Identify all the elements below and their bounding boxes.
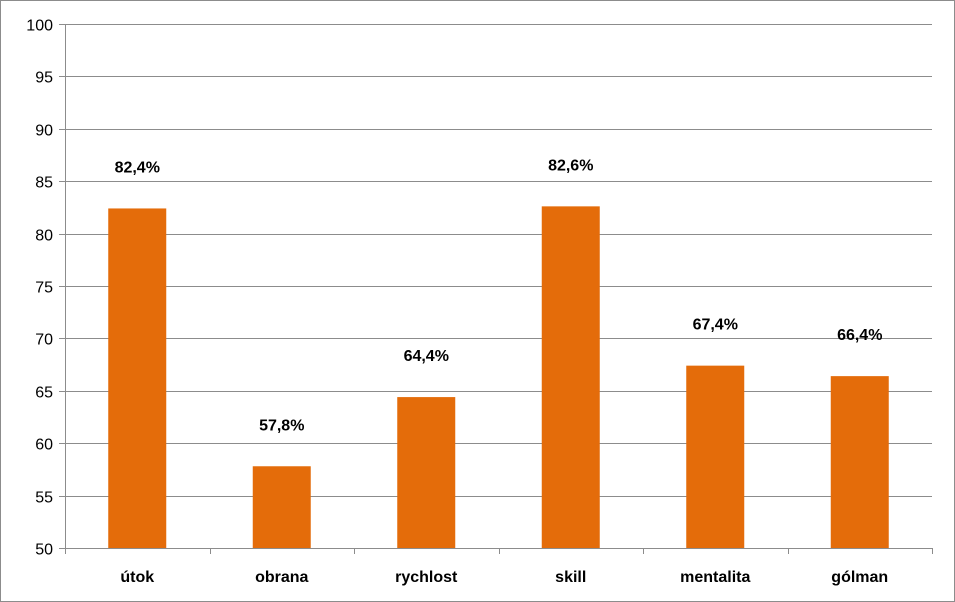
x-tick-label: skill bbox=[555, 569, 586, 586]
data-label: 66,4% bbox=[837, 327, 882, 344]
y-tick-label: 50 bbox=[35, 542, 53, 559]
y-tick-label: 60 bbox=[35, 437, 53, 454]
x-tick-label: mentalita bbox=[680, 569, 750, 586]
x-tick-label: gólman bbox=[831, 569, 888, 586]
y-tick-label: 70 bbox=[35, 332, 53, 349]
data-label: 64,4% bbox=[404, 348, 449, 365]
bar bbox=[830, 376, 889, 548]
bar bbox=[108, 208, 167, 548]
x-tick-label: útok bbox=[120, 569, 154, 586]
data-label: 57,8% bbox=[259, 417, 304, 434]
y-tick-label: 95 bbox=[35, 70, 53, 87]
bar bbox=[397, 397, 456, 548]
x-tick-label: obrana bbox=[255, 569, 308, 586]
bar bbox=[252, 466, 311, 548]
y-tick-label: 90 bbox=[35, 123, 53, 140]
data-label: 82,4% bbox=[115, 159, 160, 176]
y-tick-label: 55 bbox=[35, 490, 53, 507]
bar bbox=[686, 365, 745, 548]
y-tick-label: 75 bbox=[35, 280, 53, 297]
y-tick-label: 100 bbox=[26, 18, 53, 35]
y-tick-label: 65 bbox=[35, 385, 53, 402]
y-tick-label: 80 bbox=[35, 228, 53, 245]
data-label: 67,4% bbox=[693, 317, 738, 334]
x-tick-label: rychlost bbox=[395, 569, 458, 586]
bar bbox=[541, 206, 600, 549]
y-tick-label: 85 bbox=[35, 175, 53, 192]
data-label: 82,6% bbox=[548, 157, 593, 174]
